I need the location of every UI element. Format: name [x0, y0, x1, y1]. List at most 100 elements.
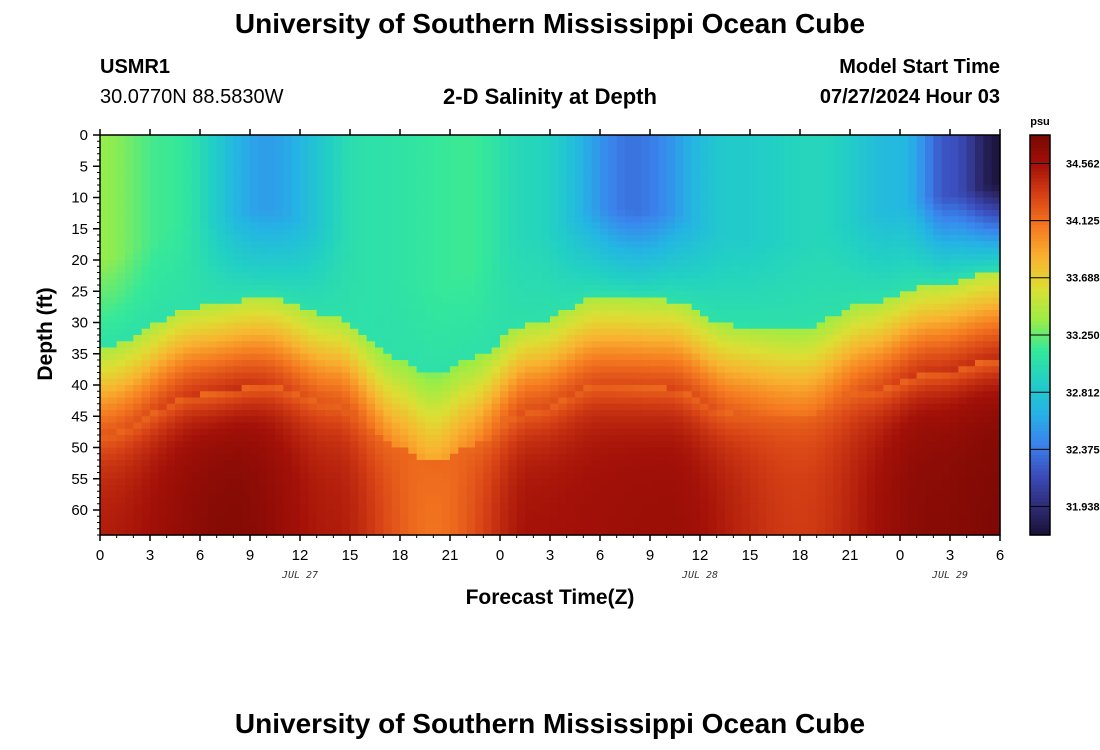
heatmap-cell: [300, 253, 309, 261]
heatmap-cell: [233, 310, 243, 317]
heatmap-cell: [666, 466, 676, 474]
heatmap-cell: [600, 491, 609, 499]
heatmap-cell: [650, 341, 659, 349]
heatmap-cell: [591, 416, 601, 424]
heatmap-cell: [475, 422, 484, 430]
heatmap-cell: [575, 360, 584, 367]
heatmap-cell: [633, 378, 643, 386]
heatmap-cell: [741, 347, 751, 355]
heatmap-cell: [683, 141, 693, 149]
heatmap-cell: [600, 328, 609, 336]
heatmap-cell: [100, 491, 109, 499]
heatmap-cell: [250, 485, 259, 492]
heatmap-cell: [325, 403, 334, 411]
heatmap-cell: [225, 497, 234, 505]
heatmap-cell: [100, 372, 109, 380]
heatmap-cell: [525, 278, 534, 286]
heatmap-cell: [666, 366, 676, 374]
heatmap-cell: [725, 416, 734, 424]
heatmap-cell: [141, 522, 151, 530]
heatmap-cell: [316, 497, 326, 505]
heatmap-cell: [733, 410, 743, 417]
heatmap-cell: [691, 310, 701, 317]
heatmap-cell: [233, 335, 243, 342]
heatmap-cell: [125, 222, 134, 230]
heatmap-cell: [241, 172, 251, 180]
heatmap-cell: [491, 210, 501, 217]
model-start-label: Model Start Time: [839, 56, 1000, 78]
heatmap-cell: [283, 341, 293, 349]
heatmap-cell: [275, 435, 284, 442]
heatmap-cell: [158, 360, 168, 367]
heatmap-cell: [375, 260, 384, 267]
heatmap-cell: [641, 278, 651, 286]
heatmap-cell: [658, 260, 668, 267]
heatmap-cell: [516, 416, 526, 424]
heatmap-cell: [225, 178, 234, 186]
heatmap-cell: [400, 153, 409, 161]
heatmap-cell: [375, 347, 384, 355]
heatmap-cell: [533, 453, 543, 461]
heatmap-cell: [175, 141, 184, 149]
heatmap-cell: [250, 328, 259, 336]
heatmap-cell: [358, 191, 368, 199]
heatmap-cell: [608, 366, 618, 374]
heatmap-cell: [491, 272, 501, 280]
heatmap-cell: [608, 497, 618, 505]
heatmap-cell: [491, 347, 501, 355]
heatmap-cell: [616, 472, 626, 480]
heatmap-cell: [525, 210, 534, 217]
heatmap-cell: [458, 378, 468, 386]
heatmap-cell: [483, 316, 493, 324]
heatmap-cell: [400, 247, 409, 255]
heatmap-cell: [150, 197, 159, 205]
heatmap-cell: [216, 297, 226, 305]
heatmap-cell: [475, 372, 484, 380]
heatmap-cell: [341, 428, 351, 436]
heatmap-cell: [458, 416, 468, 424]
heatmap-cell: [733, 516, 743, 524]
heatmap-cell: [183, 222, 193, 230]
heatmap-cell: [616, 197, 626, 205]
heatmap-cell: [450, 353, 459, 361]
heatmap-cell: [450, 235, 459, 242]
heatmap-cell: [200, 391, 209, 399]
heatmap-cell: [508, 272, 518, 280]
heatmap-cell: [725, 341, 734, 349]
heatmap-cell: [491, 291, 501, 299]
heatmap-cell: [183, 360, 193, 367]
heatmap-cell: [175, 478, 184, 486]
heatmap-cell: [175, 453, 184, 461]
heatmap-cell: [175, 241, 184, 249]
heatmap-cell: [491, 197, 501, 205]
heatmap-cell: [116, 422, 126, 430]
heatmap-cell: [158, 316, 168, 324]
heatmap-cell: [558, 178, 568, 186]
heatmap-cell: [441, 291, 451, 299]
heatmap-cell: [525, 447, 534, 455]
heatmap-cell: [358, 316, 368, 324]
heatmap-cell: [116, 228, 126, 236]
heatmap-cell: [741, 135, 751, 142]
heatmap-cell: [391, 241, 401, 249]
heatmap-cell: [450, 241, 459, 249]
heatmap-cell: [458, 266, 468, 274]
heatmap-cell: [300, 166, 309, 174]
heatmap-cell: [158, 516, 168, 524]
heatmap-cell: [400, 278, 409, 286]
heatmap-cell: [616, 266, 626, 274]
heatmap-cell: [158, 472, 168, 480]
heatmap-cell: [216, 422, 226, 430]
heatmap-cell: [158, 285, 168, 292]
heatmap-cell: [491, 441, 501, 449]
heatmap-cell: [608, 435, 618, 442]
heatmap-cell: [416, 210, 426, 217]
heatmap-cell: [366, 453, 376, 461]
heatmap-cell: [525, 403, 534, 411]
heatmap-cell: [333, 422, 343, 430]
heatmap-cell: [566, 247, 576, 255]
heatmap-cell: [391, 510, 401, 517]
heatmap-cell: [608, 516, 618, 524]
heatmap-cell: [341, 197, 351, 205]
heatmap-cell: [291, 428, 301, 436]
